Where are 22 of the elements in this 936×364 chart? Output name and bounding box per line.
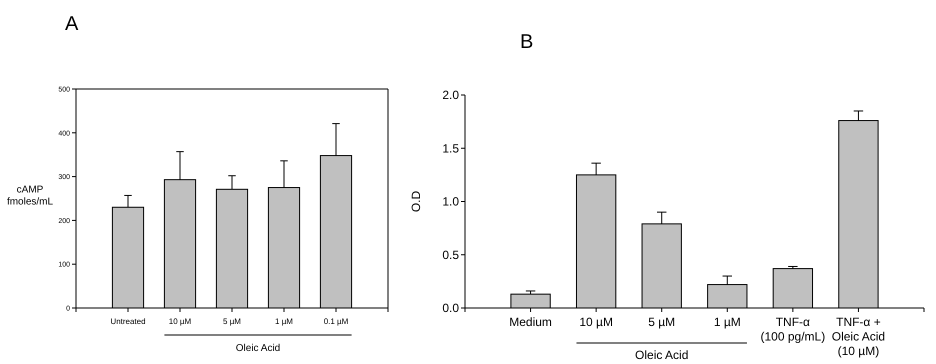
y-tick-label: 1.5 (442, 141, 460, 156)
x-tick-label: 1 µM (714, 315, 741, 329)
x-tick-label: 0.1 µM (324, 317, 349, 326)
x-tick-label: 5 µM (223, 317, 242, 326)
x-tick-label: 1 µM (275, 317, 294, 326)
text: Oleic Acid (635, 348, 688, 362)
chart-title: A (65, 13, 79, 35)
x-tick-label: Untreated (110, 317, 146, 326)
x-tick-label: 10 µM (579, 315, 613, 329)
x-tick-label: TNF-α + Oleic Acid (10 µM) (832, 315, 886, 358)
x-tick-label: TNF-α (100 pg/mL) (760, 315, 826, 344)
x-tick-label: 5 µM (648, 315, 676, 329)
x-tick-label: 10 µM (168, 317, 192, 326)
y-tick-label: 1.0 (442, 194, 460, 209)
y-tick-label: 0.0 (442, 301, 460, 316)
x-tick-label: Medium (509, 315, 552, 329)
y-axis-title: O.D (409, 190, 423, 212)
y-tick-label: 2.0 (442, 88, 460, 102)
y-tick-label: 0.5 (442, 248, 460, 262)
text: Oleic Acid (236, 343, 280, 354)
chart-title: B (520, 31, 534, 53)
y-axis-title: cAMP fmoles/mL (6, 184, 54, 208)
